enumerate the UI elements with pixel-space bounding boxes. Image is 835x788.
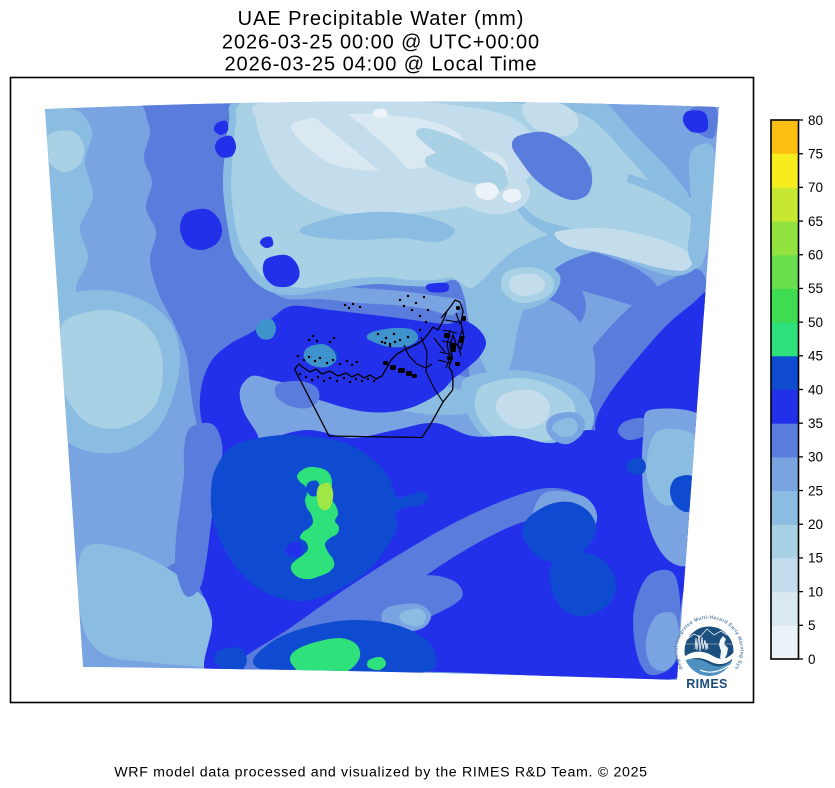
svg-text:UAE Precipitable Water (mm): UAE Precipitable Water (mm) xyxy=(238,8,525,30)
svg-text:20: 20 xyxy=(808,517,823,532)
svg-text:25: 25 xyxy=(808,483,823,498)
svg-text:60: 60 xyxy=(808,248,823,263)
svg-text:70: 70 xyxy=(808,180,823,195)
svg-text:5: 5 xyxy=(808,618,816,633)
svg-text:40: 40 xyxy=(808,382,823,397)
svg-text:0: 0 xyxy=(808,652,816,667)
svg-text:45: 45 xyxy=(808,349,823,364)
svg-text:10: 10 xyxy=(808,584,823,599)
svg-text:30: 30 xyxy=(808,450,823,465)
svg-text:55: 55 xyxy=(808,281,823,296)
svg-text:80: 80 xyxy=(808,113,823,128)
svg-text:WRF model data processed and v: WRF model data processed and visualized … xyxy=(114,765,648,781)
svg-text:15: 15 xyxy=(808,551,823,566)
svg-text:2026-03-25 00:00 @ UTC+00:00: 2026-03-25 00:00 @ UTC+00:00 xyxy=(222,31,540,53)
svg-text:RIMES: RIMES xyxy=(686,677,728,691)
svg-text:50: 50 xyxy=(808,315,823,330)
svg-text:75: 75 xyxy=(808,146,823,161)
svg-text:65: 65 xyxy=(808,214,823,229)
svg-text:2026-03-25 04:00 @ Local Time: 2026-03-25 04:00 @ Local Time xyxy=(224,54,537,76)
svg-text:35: 35 xyxy=(808,416,823,431)
